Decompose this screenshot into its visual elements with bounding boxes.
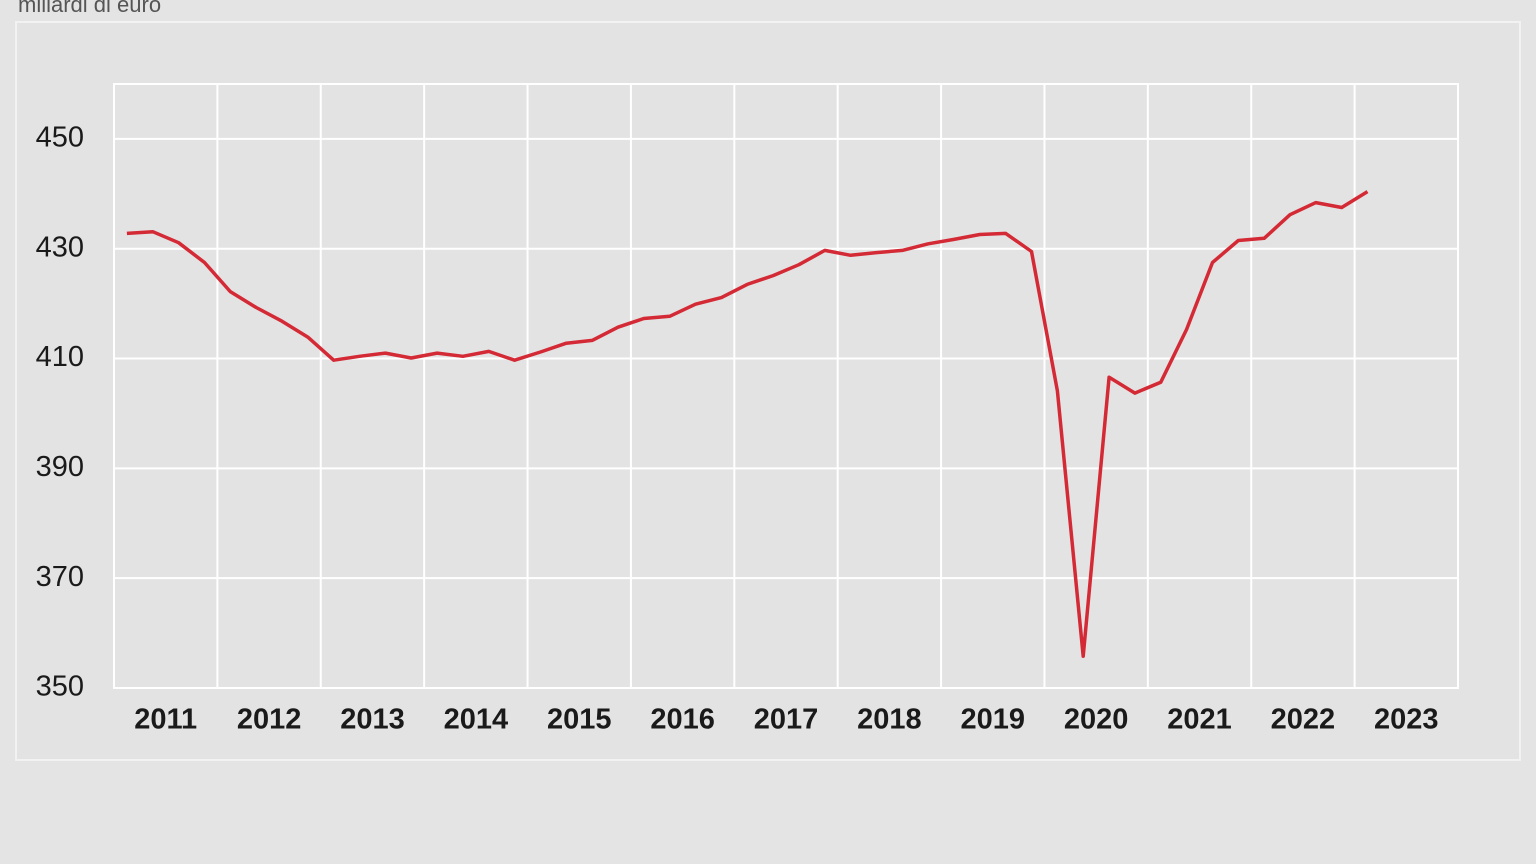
x-tick-label: 2021 bbox=[1167, 704, 1232, 736]
y-tick-label: 350 bbox=[36, 671, 84, 703]
y-tick-label: 390 bbox=[36, 451, 84, 483]
y-tick-label: 430 bbox=[36, 231, 84, 263]
x-tick-label: 2015 bbox=[547, 704, 612, 736]
x-tick-label: 2012 bbox=[237, 704, 302, 736]
x-tick-label: 2019 bbox=[961, 704, 1026, 736]
x-tick-label: 2017 bbox=[754, 704, 819, 736]
x-tick-label: 2023 bbox=[1374, 704, 1439, 736]
x-tick-label: 2018 bbox=[857, 704, 922, 736]
x-tick-label: 2014 bbox=[444, 704, 509, 736]
chart-title: miliardi di euro bbox=[18, 0, 161, 17]
y-tick-label: 410 bbox=[36, 341, 84, 373]
x-tick-label: 2016 bbox=[650, 704, 715, 736]
y-tick-label: 370 bbox=[36, 561, 84, 593]
x-tick-label: 2020 bbox=[1064, 704, 1129, 736]
x-tick-label: 2013 bbox=[340, 704, 405, 736]
data-line bbox=[126, 190, 1369, 658]
plot-area bbox=[113, 83, 1459, 689]
y-tick-label: 450 bbox=[36, 122, 84, 154]
x-tick-label: 2022 bbox=[1271, 704, 1336, 736]
x-tick-label: 2011 bbox=[134, 704, 197, 736]
